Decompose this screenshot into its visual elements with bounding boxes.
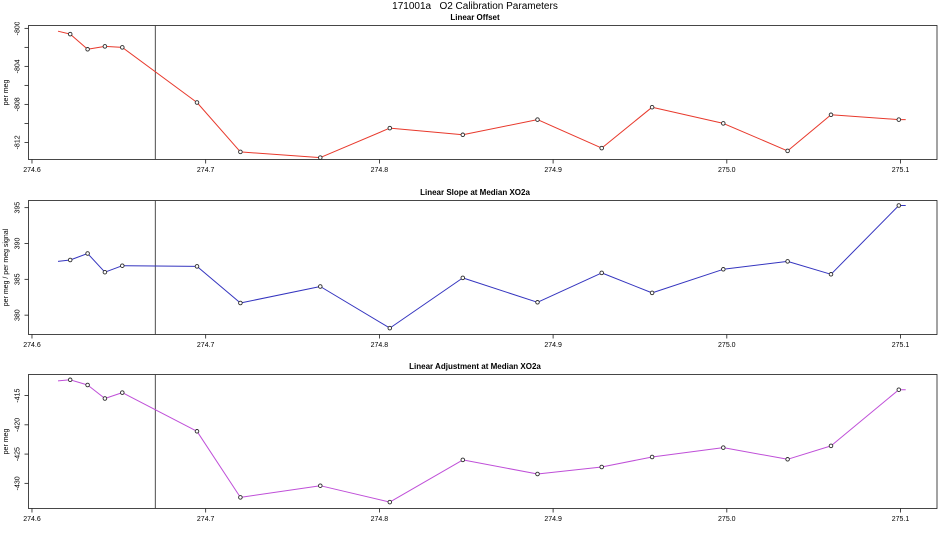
x-tick-label: 274.7 <box>197 167 215 174</box>
x-tick-label: 274.9 <box>544 167 562 174</box>
x-tick-label: 275.0 <box>718 342 736 349</box>
y-tick-label: 380 <box>15 309 22 321</box>
main-title: 171001a O2 Calibration Parameters <box>392 1 558 12</box>
data-point <box>535 300 540 305</box>
data-point <box>238 300 243 306</box>
data-point <box>828 272 834 277</box>
panel-title-linear-offset: Linear Offset <box>450 13 500 22</box>
plot-box <box>28 200 938 335</box>
data-point <box>649 290 655 296</box>
data-point <box>535 471 540 477</box>
x-tick-label: 275.0 <box>718 167 736 174</box>
data-point <box>194 264 200 269</box>
data-point <box>599 145 604 151</box>
x-tick-label: 274.8 <box>371 167 389 174</box>
panel-linear-offset: Linear Offset 274.6 274.7 274.8 274.9 275.0 2… <box>0 0 950 176</box>
data-point <box>721 267 726 272</box>
y-tick-label: 395 <box>15 202 22 214</box>
panel-linear-adjustment: Linear Adjustment at Median XO2a 274.6 27… <box>0 0 950 523</box>
data-point <box>896 203 902 208</box>
data-point <box>85 382 90 388</box>
x-tick-label: 275.1 <box>892 167 910 174</box>
y-tick-label: 385 <box>15 273 22 285</box>
data-point <box>67 377 73 383</box>
panel-title-linear-adjustment: Linear Adjustment at Median XO2a <box>409 362 541 371</box>
data-point <box>194 100 200 105</box>
x-tick-label: 274.9 <box>544 516 562 523</box>
data-point <box>649 454 655 460</box>
data-point <box>599 464 604 470</box>
data-point <box>785 259 790 264</box>
data-point <box>85 251 90 256</box>
y-axis-label: per meg <box>3 80 10 106</box>
panel-linear-slope: Linear Slope at Median XO2a 274.6 274.7 27… <box>0 0 950 349</box>
data-point <box>896 117 902 122</box>
y-tick-label: -800 <box>15 22 22 35</box>
x-tick-label: 274.7 <box>197 342 215 349</box>
data-point <box>460 275 466 281</box>
y-tick-label: -420 <box>15 418 22 432</box>
x-tick-label: 275.1 <box>892 342 910 349</box>
data-point <box>535 117 540 122</box>
data-point <box>785 457 790 462</box>
data-point <box>460 457 466 463</box>
data-point <box>120 390 125 395</box>
linear-slope-chart: 274.6 274.7 274.8 274.9 275.0 275.1 380 385 390 3… <box>3 200 938 349</box>
linear-adjustment-chart: 274.6 274.7 274.8 274.9 275.0 275.1 -415 -420 -4… <box>3 374 938 523</box>
data-point <box>194 429 200 434</box>
data-point <box>67 257 73 263</box>
data-point <box>67 31 73 37</box>
data-point <box>721 121 726 126</box>
y-tick-label: 390 <box>15 238 22 250</box>
x-tick-label: 274.8 <box>371 516 389 523</box>
data-point <box>460 132 466 138</box>
x-tick-label: 275.1 <box>892 516 910 523</box>
data-point <box>238 149 243 155</box>
y-tick-label: -415 <box>15 388 22 402</box>
y-tick-label: -430 <box>15 476 22 490</box>
data-point <box>599 270 604 276</box>
data-point <box>85 47 90 52</box>
series-line <box>57 205 906 329</box>
data-point <box>318 155 323 160</box>
data-point <box>896 387 902 392</box>
y-tick-label: -425 <box>15 447 22 461</box>
y-tick-label: -812 <box>15 135 22 149</box>
data-point <box>318 284 323 289</box>
data-point <box>649 104 655 110</box>
x-tick-label: 274.9 <box>544 342 562 349</box>
x-tick-label: 274.6 <box>23 167 41 174</box>
plot-box <box>28 374 938 509</box>
data-point <box>102 44 108 49</box>
panel-title-linear-slope: Linear Slope at Median XO2a <box>420 188 530 197</box>
y-axis-label: per meg / per meg signal <box>3 228 10 306</box>
plot-box <box>28 25 938 160</box>
x-tick-label: 274.6 <box>23 342 41 349</box>
y-axis-label: per meg <box>3 429 10 455</box>
data-point <box>102 269 108 275</box>
x-tick-label: 274.6 <box>23 516 41 523</box>
x-tick-label: 275.0 <box>718 516 736 523</box>
x-tick-label: 274.7 <box>197 516 215 523</box>
data-point <box>387 325 393 331</box>
data-point <box>721 445 726 450</box>
data-point <box>102 396 108 401</box>
y-tick-label: -804 <box>15 59 22 73</box>
data-point <box>387 125 393 131</box>
data-point <box>387 499 393 505</box>
data-point <box>828 443 834 449</box>
data-point <box>120 263 125 268</box>
data-point <box>120 45 125 50</box>
y-tick-label: -808 <box>15 97 22 111</box>
x-tick-label: 274.8 <box>371 342 389 349</box>
data-point <box>828 112 834 118</box>
series-line <box>57 30 906 159</box>
data-point <box>785 148 790 154</box>
linear-offset-chart: 274.6 274.7 274.8 274.9 275.0 275.1 -800 -804 -8… <box>3 22 938 174</box>
series-line <box>57 379 906 503</box>
data-point <box>238 495 243 500</box>
data-point <box>318 483 323 488</box>
